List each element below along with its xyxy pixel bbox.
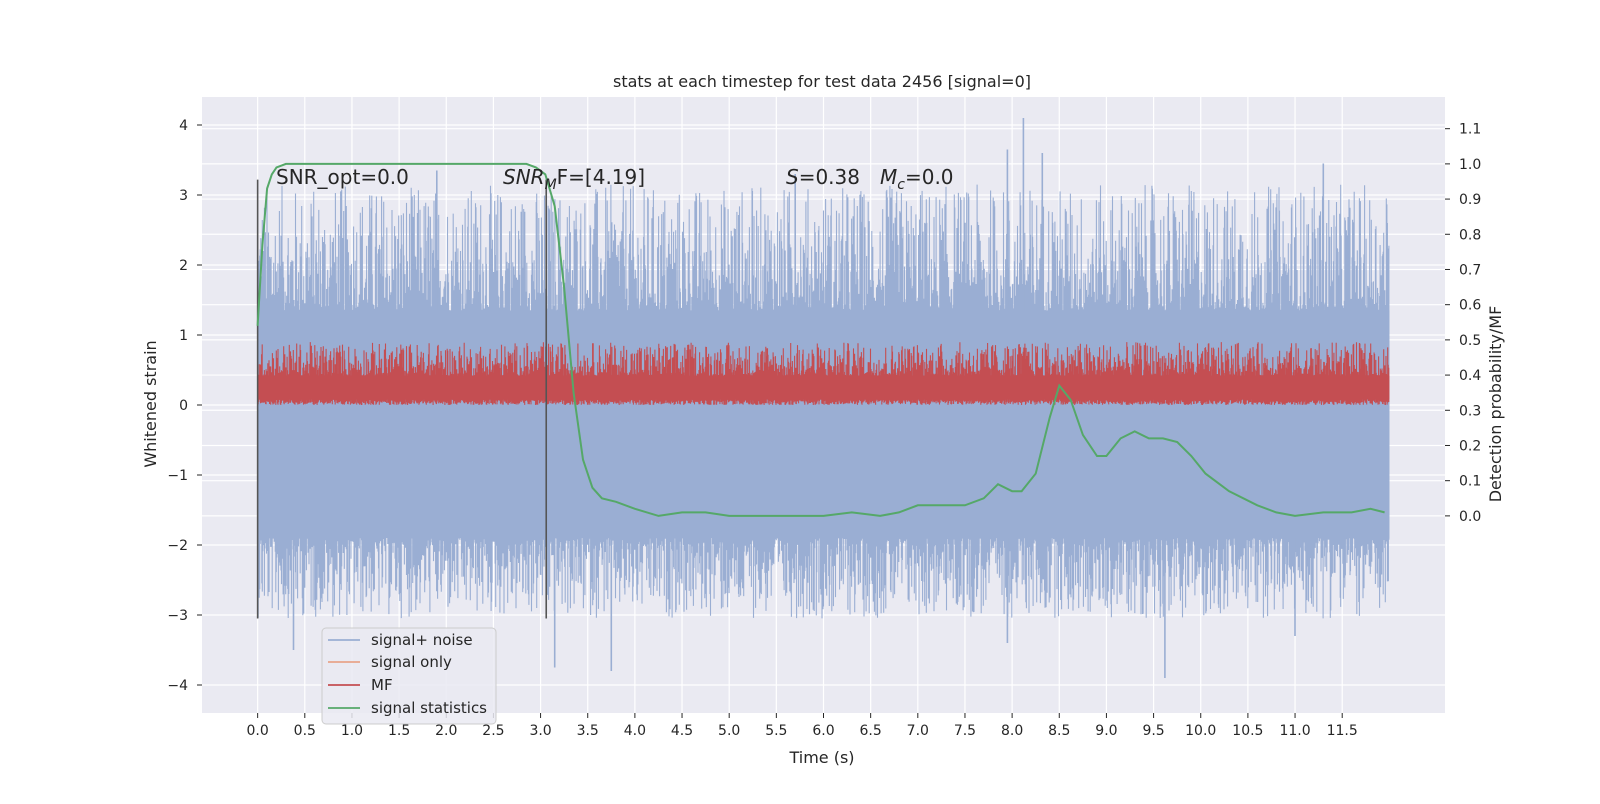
x-tick-label: 11.5 <box>1327 723 1358 739</box>
x-tick-label: 6.0 <box>812 723 834 739</box>
annotation-mc-symbol: M <box>880 165 897 189</box>
y-right-tick-label: 0.8 <box>1459 227 1481 243</box>
series-signal-statistics <box>256 162 1385 517</box>
x-tick-label: 5.5 <box>765 723 787 739</box>
y-right-tick-label: 1.0 <box>1459 157 1481 173</box>
annotation-snr-mf: SNRMF=[4.19] <box>503 165 645 193</box>
y-right-tick-label: 0.3 <box>1459 403 1481 419</box>
x-tick-label: 10.5 <box>1232 723 1263 739</box>
annotation-s: S=0.38 <box>786 165 860 189</box>
x-tick-label: 3.0 <box>529 723 551 739</box>
y-right-tick-label: 0.1 <box>1459 474 1481 490</box>
y-right-tick-label: 1.1 <box>1459 122 1481 138</box>
annotation-mc-subscript: c <box>897 177 905 193</box>
x-tick-label: 4.5 <box>671 723 693 739</box>
x-tick-label: 0.0 <box>247 723 269 739</box>
y-tick-label: 3 <box>179 188 188 204</box>
annotation-snr-mf-value: F=[4.19] <box>557 165 645 189</box>
y-axis-right-ticks: 1.1 1.0 0.9 0.8 0.7 0.6 0.5 0.4 0.3 0.2 0.1 0.0 <box>1445 122 1481 525</box>
x-tick-label: 7.5 <box>954 723 976 739</box>
y-tick-label: −4 <box>167 678 188 694</box>
x-tick-label: 9.5 <box>1142 723 1164 739</box>
annotation-mc-value: =0.0 <box>905 165 954 189</box>
x-tick-label: 10.0 <box>1185 723 1216 739</box>
annotation-snr-mf-subscript: M <box>545 177 557 193</box>
x-tick-label: 11.0 <box>1279 723 1310 739</box>
x-tick-label: 9.0 <box>1095 723 1117 739</box>
annotation-s-value: =0.38 <box>799 165 860 189</box>
annotation-snr-opt: SNR_opt=0.0 <box>276 165 409 189</box>
x-tick-label: 6.5 <box>860 723 882 739</box>
y-right-tick-label: 0.0 <box>1459 509 1481 525</box>
series-mf <box>257 342 1390 405</box>
annotation-mc: Mc=0.0 <box>880 165 954 193</box>
y-tick-label: 0 <box>179 398 188 414</box>
x-tick-label: 0.5 <box>294 723 316 739</box>
x-tick-label: 5.0 <box>718 723 740 739</box>
y-tick-label: −1 <box>167 468 188 484</box>
y-right-tick-label: 0.9 <box>1459 192 1481 208</box>
x-tick-label: 7.0 <box>907 723 929 739</box>
legend-label-signal-plus-noise: signal+ noise <box>371 631 473 649</box>
y-tick-label: 1 <box>179 328 188 344</box>
y-axis-right-label: Detection probability/MF <box>1486 306 1505 503</box>
x-tick-label: 2.0 <box>435 723 457 739</box>
legend-label-signal-statistics: signal statistics <box>371 699 487 717</box>
y-tick-label: −2 <box>167 538 188 554</box>
annotation-snr-mf-symbol: SNR <box>503 165 545 189</box>
signal-statistics-line <box>256 162 1385 517</box>
chart-title: stats at each timestep for test data 245… <box>613 72 1031 91</box>
y-tick-label: −3 <box>167 608 188 624</box>
legend-label-signal-only: signal only <box>371 653 452 671</box>
y-axis-ticks: 4 3 2 1 0 −1 −2 −3 −4 <box>167 118 202 694</box>
y-right-tick-label: 0.6 <box>1459 298 1481 314</box>
y-tick-label: 2 <box>179 258 188 274</box>
legend: signal+ noise signal only MF signal stat… <box>321 627 497 725</box>
noise-peaks <box>292 118 1325 678</box>
series-signal-plus-noise <box>257 118 1390 678</box>
legend-label-mf: MF <box>371 676 393 694</box>
x-tick-label: 4.0 <box>624 723 646 739</box>
y-right-tick-label: 0.4 <box>1459 368 1481 384</box>
y-axis-label: Whitened strain <box>141 340 160 467</box>
legend-box <box>321 627 497 725</box>
x-tick-label: 1.5 <box>388 723 410 739</box>
x-axis-ticks: 0.0 0.5 1.0 1.5 2.0 2.5 3.0 3.5 4.0 4.5 5.0 5.5 6.0 6… <box>247 713 1358 739</box>
y-right-tick-label: 0.5 <box>1459 333 1481 349</box>
x-tick-label: 3.5 <box>577 723 599 739</box>
x-tick-label: 8.5 <box>1048 723 1070 739</box>
x-tick-label: 1.0 <box>341 723 363 739</box>
y-tick-label: 4 <box>179 118 188 134</box>
y-right-tick-label: 0.2 <box>1459 438 1481 454</box>
x-tick-label: 8.0 <box>1001 723 1023 739</box>
annotation-s-symbol: S <box>786 165 799 189</box>
x-tick-label: 2.5 <box>482 723 504 739</box>
y-right-tick-label: 0.7 <box>1459 262 1481 278</box>
vertical-markers <box>256 179 548 619</box>
x-axis-label: Time (s) <box>788 748 854 767</box>
